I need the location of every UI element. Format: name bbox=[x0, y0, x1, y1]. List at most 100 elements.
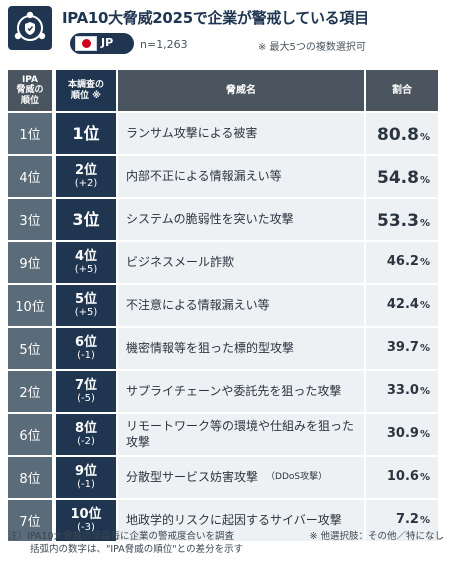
survey-rank-value: 10位 bbox=[70, 506, 102, 522]
ratio-value: 46.2 bbox=[386, 254, 419, 269]
ratio-unit: % bbox=[419, 132, 430, 143]
ratio-cell: 54.8% bbox=[366, 156, 438, 197]
table-row: 5位 6位 (-1) 機密情報等を狙った標的型攻撃 39.7% bbox=[8, 328, 438, 369]
ratio-unit: % bbox=[419, 472, 430, 483]
survey-rank-value: 2位 bbox=[74, 162, 98, 178]
ratio-value: 10.6 bbox=[386, 469, 419, 484]
threat-name-sub: （DDoS攻撃） bbox=[266, 471, 328, 482]
table-row: 6位 8位 (-2) リモートワーク等の環境や仕組みを狙った攻撃 30.9% bbox=[8, 414, 438, 455]
ratio-cell: 39.7% bbox=[366, 328, 438, 369]
ratio-unit: % bbox=[419, 257, 430, 268]
sample-size: n=1,263 bbox=[140, 38, 188, 51]
selection-note: ※ 最大5つの複数選択可 bbox=[258, 42, 366, 53]
table-row: 1位 1位 ランサム攻撃による被害 80.8% bbox=[8, 113, 438, 154]
ratio-unit: % bbox=[419, 175, 430, 186]
threat-name-text: 分散型サービス妨害攻撃 bbox=[126, 469, 259, 484]
ratio-cell: 10.6% bbox=[366, 457, 438, 498]
ratio-value: 53.3 bbox=[377, 211, 419, 231]
ratio-value: 42.4 bbox=[386, 297, 419, 312]
ratio-unit: % bbox=[419, 343, 430, 354]
survey-rank: 4位 (+5) bbox=[56, 242, 116, 283]
threat-name: リモートワーク等の環境や仕組みを狙った攻撃 bbox=[118, 414, 364, 455]
ratio-value: 30.9 bbox=[386, 426, 419, 441]
threat-ranking-table: IPA 脅威の 順位 本調査の 順位 ※ 脅威名 割合 1位 1位 ランサム攻撃による被害… bbox=[8, 70, 438, 541]
header-ipa-rank: IPA 脅威の 順位 bbox=[8, 70, 52, 111]
table-row: 2位 7位 (-5) サプライチェーンや委託先を狙った攻撃 33.0% bbox=[8, 371, 438, 412]
ratio-value: 7.2 bbox=[395, 512, 419, 527]
ratio-cell: 42.4% bbox=[366, 285, 438, 326]
survey-rank-value: 7位 bbox=[74, 377, 98, 393]
page-title: IPA10大脅威2025で企業が警戒している項目 bbox=[62, 9, 369, 27]
ipa-rank: 3位 bbox=[8, 199, 52, 240]
ratio-value: 39.7 bbox=[386, 340, 419, 355]
table-row: 10位 5位 (+5) 不注意による情報漏えい等 42.4% bbox=[8, 285, 438, 326]
survey-rank-value: 1位 bbox=[72, 123, 100, 143]
table-row: 8位 9位 (-1) 分散型サービス妨害攻撃 （DDoS攻撃） 10.6% bbox=[8, 457, 438, 498]
ratio-unit: % bbox=[419, 515, 430, 526]
country-badge: JP bbox=[70, 33, 134, 54]
ratio-value: 33.0 bbox=[386, 383, 419, 398]
threat-name: 地政学的リスクに起因するサイバー攻撃 bbox=[118, 500, 364, 541]
ratio-value: 80.8 bbox=[377, 125, 419, 145]
survey-rank: 5位 (+5) bbox=[56, 285, 116, 326]
header-threat-name: 脅威名 bbox=[118, 70, 364, 111]
people-network-shield-icon bbox=[8, 6, 52, 50]
table-row: 3位 3位 システムの脆弱性を突いた攻撃 53.3% bbox=[8, 199, 438, 240]
header-ratio: 割合 bbox=[366, 70, 438, 111]
threat-name: 不注意による情報漏えい等 bbox=[118, 285, 364, 326]
survey-rank-value: 6位 bbox=[74, 334, 98, 350]
header: IPA10大脅威2025で企業が警戒している項目 JP n=1,263 ※ 最大… bbox=[0, 0, 450, 64]
threat-name-text: 機密情報等を狙った標的型攻撃 bbox=[126, 340, 295, 355]
threat-name-text: 内部不正による情報漏えい等 bbox=[126, 168, 282, 183]
ratio-unit: % bbox=[419, 386, 430, 397]
table-row: 7位 10位 (-3) 地政学的リスクに起因するサイバー攻撃 7.2% bbox=[8, 500, 438, 541]
rank-diff: (-3) bbox=[77, 522, 95, 534]
threat-name: 機密情報等を狙った標的型攻撃 bbox=[118, 328, 364, 369]
survey-rank: 7位 (-5) bbox=[56, 371, 116, 412]
ipa-rank: 4位 bbox=[8, 156, 52, 197]
ipa-rank: 5位 bbox=[8, 328, 52, 369]
header-survey-rank: 本調査の 順位 ※ bbox=[56, 70, 116, 111]
rank-diff: (-1) bbox=[77, 479, 95, 491]
threat-name: ランサム攻撃による被害 bbox=[118, 113, 364, 154]
threat-name-text: システムの脆弱性を突いた攻撃 bbox=[126, 211, 294, 226]
survey-rank-value: 5位 bbox=[74, 291, 98, 307]
table-row: 4位 2位 (+2) 内部不正による情報漏えい等 54.8% bbox=[8, 156, 438, 197]
ipa-rank: 2位 bbox=[8, 371, 52, 412]
survey-rank-value: 3位 bbox=[72, 209, 100, 229]
rank-diff: (+5) bbox=[74, 307, 98, 319]
footer-notes: 注）IPA10大脅威の項目毎に企業の警戒度合いを調査 括弧内の数字は、"IPA脅… bbox=[8, 530, 448, 557]
rank-diff: (-2) bbox=[77, 436, 95, 448]
threat-name: ビジネスメール詐欺 bbox=[118, 242, 364, 283]
survey-rank: 6位 (-1) bbox=[56, 328, 116, 369]
survey-rank: 3位 bbox=[56, 199, 116, 240]
survey-rank: 10位 (-3) bbox=[56, 500, 116, 541]
threat-name-text: ビジネスメール詐欺 bbox=[126, 254, 235, 269]
survey-rank-value: 4位 bbox=[74, 248, 98, 264]
survey-rank: 9位 (-1) bbox=[56, 457, 116, 498]
footer-note-1: 注）IPA10大脅威の項目毎に企業の警戒度合いを調査 bbox=[8, 531, 235, 542]
footer-note-2: 括弧内の数字は、"IPA脅威の順位"との差分を示す bbox=[30, 544, 244, 556]
ratio-cell: 80.8% bbox=[366, 113, 438, 154]
threat-name: 内部不正による情報漏えい等 bbox=[118, 156, 364, 197]
survey-rank: 1位 bbox=[56, 113, 116, 154]
ratio-cell: 46.2% bbox=[366, 242, 438, 283]
ipa-rank: 8位 bbox=[8, 457, 52, 498]
rank-diff: (+2) bbox=[74, 178, 98, 190]
ratio-cell: 53.3% bbox=[366, 199, 438, 240]
ratio-cell: 33.0% bbox=[366, 371, 438, 412]
table-row: 9位 4位 (+5) ビジネスメール詐欺 46.2% bbox=[8, 242, 438, 283]
threat-name-text: 不注意による情報漏えい等 bbox=[126, 297, 270, 312]
threat-name: システムの脆弱性を突いた攻撃 bbox=[118, 199, 364, 240]
rank-diff: (+5) bbox=[74, 264, 98, 276]
ratio-unit: % bbox=[419, 300, 430, 311]
survey-rank: 2位 (+2) bbox=[56, 156, 116, 197]
table-body: 1位 1位 ランサム攻撃による被害 80.8% 4位 2位 (+2) 内部不正による情報漏えい… bbox=[8, 113, 438, 541]
japan-flag-icon bbox=[75, 36, 97, 51]
ipa-rank: 6位 bbox=[8, 414, 52, 455]
footer-other-options: ※ 他選択肢：その他／特になし bbox=[309, 531, 444, 542]
threat-name-text: ランサム攻撃による被害 bbox=[126, 125, 258, 140]
threat-name-text: サプライチェーンや委託先を狙った攻撃 bbox=[126, 383, 342, 398]
ipa-rank: 10位 bbox=[8, 285, 52, 326]
survey-rank-value: 8位 bbox=[74, 420, 98, 436]
